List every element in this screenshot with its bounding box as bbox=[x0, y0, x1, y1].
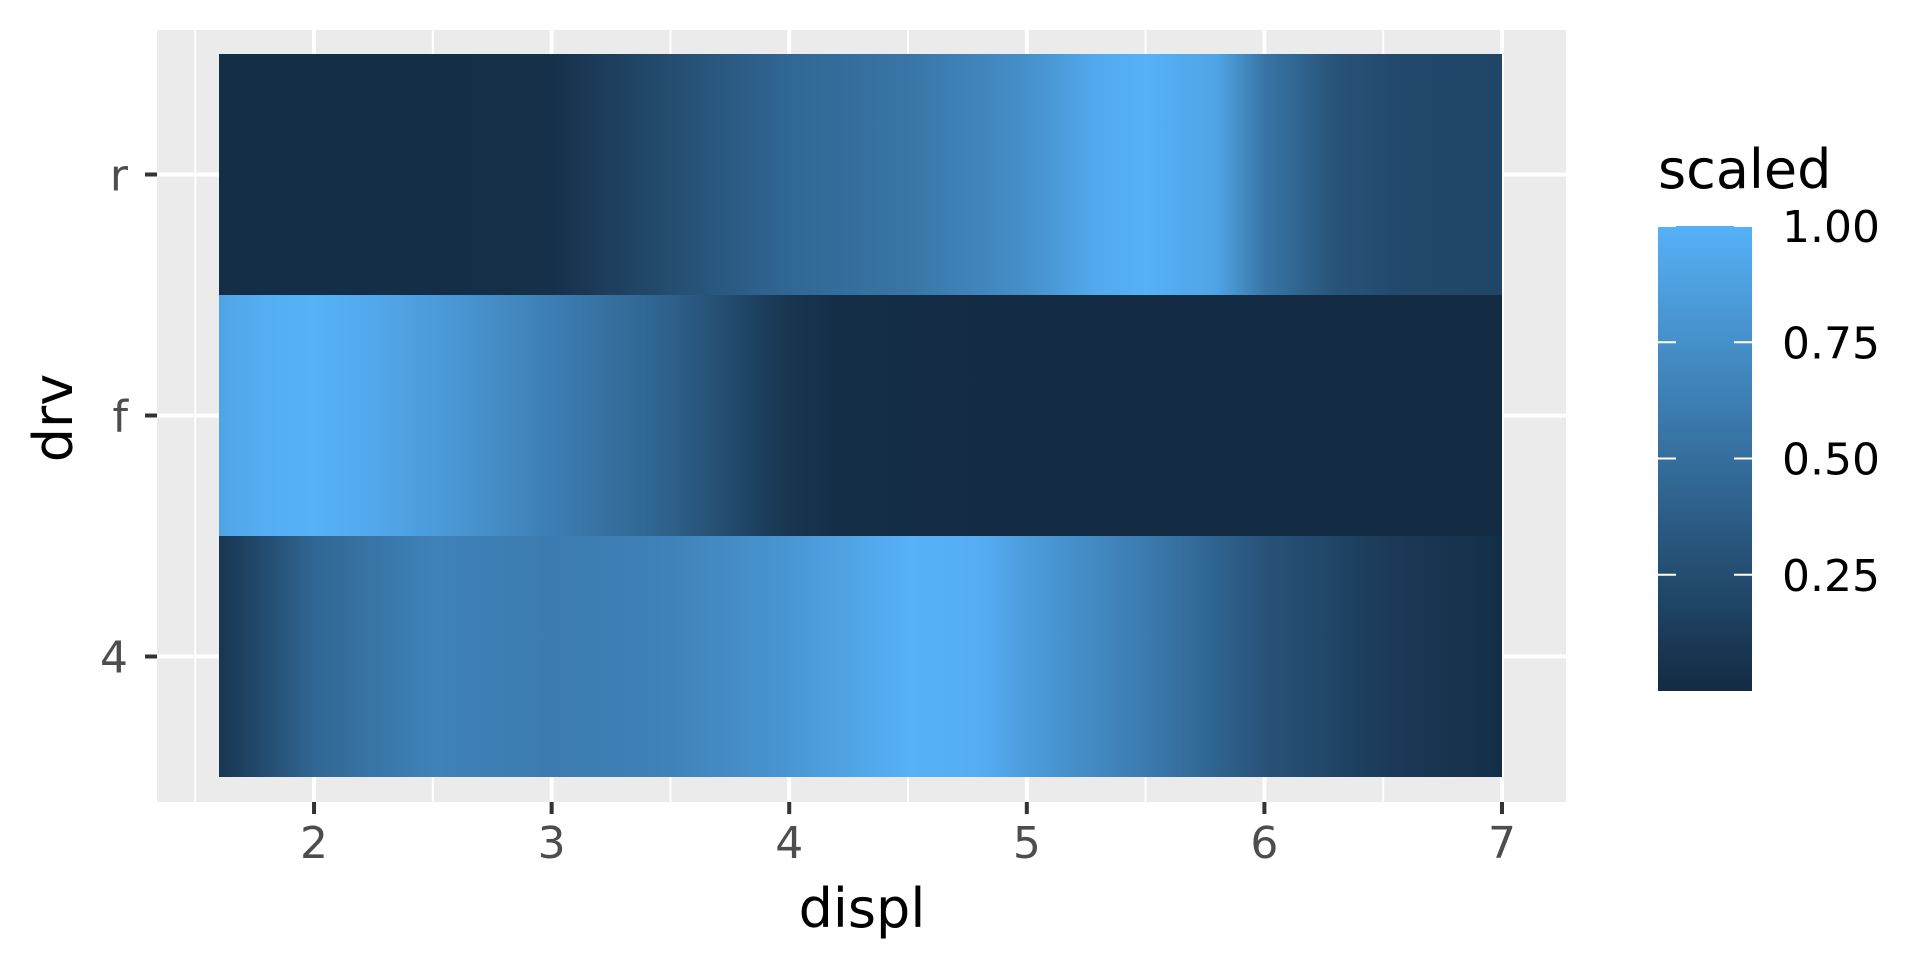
x-axis-title: displ bbox=[799, 877, 926, 940]
legend-tick-label: 0.75 bbox=[1782, 318, 1880, 369]
heatmap-row-4 bbox=[219, 536, 1502, 777]
heatmap-row-r bbox=[219, 54, 1502, 295]
x-tick-label: 5 bbox=[1013, 818, 1041, 869]
legend-title: scaled bbox=[1658, 138, 1831, 201]
x-tick-label: 3 bbox=[538, 818, 566, 869]
color-legend: scaled 0.25 0.50 0.75 1.00 bbox=[1658, 138, 1880, 691]
legend-tick-label: 0.50 bbox=[1782, 435, 1880, 486]
legend-tick-label: 1.00 bbox=[1782, 202, 1880, 253]
y-axis-title: drv bbox=[22, 374, 85, 462]
x-tick-label: 2 bbox=[300, 818, 328, 869]
x-tick-label: 7 bbox=[1488, 818, 1516, 869]
y-tick-label: r bbox=[110, 151, 129, 202]
x-tick-label: 4 bbox=[775, 818, 803, 869]
x-tick-label: 6 bbox=[1250, 818, 1278, 869]
y-tick-label: 4 bbox=[100, 633, 128, 684]
x-axis: 2 3 4 5 6 7 bbox=[300, 802, 1516, 869]
legend-tick-label: 0.25 bbox=[1782, 551, 1880, 602]
heatmap-tiles bbox=[219, 54, 1502, 777]
heatmap-row-f bbox=[219, 295, 1502, 536]
y-tick-label: f bbox=[113, 392, 130, 443]
y-axis: 4 f r bbox=[100, 151, 157, 684]
